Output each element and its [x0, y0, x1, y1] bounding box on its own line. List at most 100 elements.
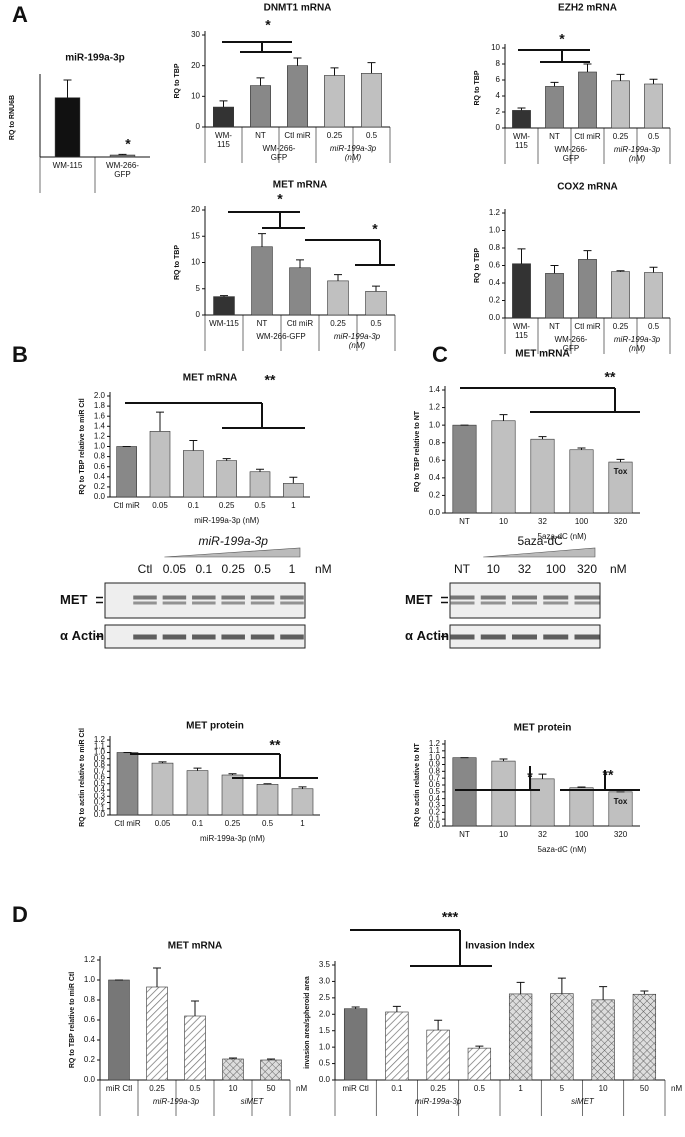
- error-bar: [517, 107, 526, 111]
- x-tick-label: 0.25: [225, 819, 241, 828]
- y-tick-label: 0.4: [489, 278, 501, 287]
- y-tick-label: 0.6: [94, 773, 106, 782]
- bar: [512, 263, 531, 319]
- significance-bracket: [130, 753, 318, 779]
- significance-mark: *: [559, 31, 565, 47]
- y-tick-label: 0.0: [94, 810, 106, 819]
- chart-title: MET protein: [514, 723, 572, 734]
- x-axis-label: 5aza-dC (nM): [538, 845, 587, 854]
- x-axis-label: miR-199a-3p (nM): [194, 516, 259, 525]
- x-tick-label: 10: [229, 1084, 238, 1093]
- bar: [545, 86, 564, 129]
- group-label: WM-266-GFP: [263, 144, 296, 162]
- x-tick-label: 0.5: [648, 132, 660, 141]
- error-bar: [616, 73, 625, 81]
- error-bar: [156, 411, 164, 432]
- error-bar: [256, 77, 265, 86]
- y-tick-label: 0.6: [429, 455, 441, 464]
- y-axis-label: RQ to actin relative to miR Ctl: [79, 728, 86, 827]
- y-tick-label: 0.2: [429, 807, 441, 816]
- blot-band: [512, 634, 537, 640]
- y-tick-label: 0.8: [489, 243, 501, 252]
- y-tick-label: 0.0: [429, 508, 441, 517]
- blot-band: [162, 601, 187, 605]
- y-tick-label: 1.0: [94, 748, 106, 757]
- x-tick-label: WM-115: [53, 161, 83, 170]
- bar: [632, 993, 657, 1081]
- y-tick-label: 3.0: [319, 977, 331, 986]
- y-tick-label: 1.4: [94, 421, 106, 430]
- blot-band: [221, 595, 245, 600]
- error-bar: [219, 100, 228, 108]
- error-bar: [229, 1057, 237, 1059]
- bar: [530, 438, 555, 514]
- x-tick-label: 0.25: [330, 319, 346, 328]
- bar: [289, 267, 311, 316]
- significance-bracket: [460, 387, 640, 413]
- y-tick-label: 0.0: [94, 492, 106, 501]
- blot-band: [250, 595, 275, 600]
- x-tick-label: 0.5: [262, 819, 274, 828]
- bar: [256, 784, 279, 816]
- y-tick-label: 1.0: [94, 442, 106, 451]
- x-tick-label: 32: [538, 830, 547, 839]
- bar: [578, 259, 597, 319]
- bar: [222, 1058, 244, 1081]
- y-tick-label: 0.0: [429, 821, 441, 830]
- x-tick-label: miR Ctl: [106, 1084, 132, 1093]
- error-bar: [222, 458, 231, 461]
- error-bar: [298, 786, 307, 789]
- bar: [550, 993, 574, 1081]
- y-axis-label: RQ to TBP relative to miR Ctl: [79, 398, 86, 494]
- y-tick-label: 2.5: [319, 993, 331, 1002]
- x-tick-label: NT: [549, 322, 560, 331]
- y-tick-label: 0.8: [94, 760, 106, 769]
- y-tick-label: 6: [496, 75, 501, 84]
- blot-band: [543, 595, 569, 600]
- lane-label: 32: [518, 562, 532, 576]
- x-tick-label: Ctl miR: [114, 819, 140, 828]
- bar: [260, 1059, 282, 1081]
- bar: [109, 154, 136, 158]
- x-tick-label: 10: [499, 517, 508, 526]
- error-bar: [256, 468, 264, 472]
- bar: [365, 291, 387, 316]
- significance-bracket: [455, 766, 640, 791]
- y-tick-label: 0.7: [94, 766, 106, 775]
- bar: [149, 431, 171, 498]
- error-bar: [228, 773, 237, 775]
- y-tick-label: 0.3: [429, 801, 441, 810]
- bar: [512, 110, 531, 129]
- bar: [644, 272, 663, 319]
- x-tick-label: 32: [538, 517, 547, 526]
- y-tick-label: 1.2: [429, 403, 441, 412]
- blot-band: [250, 634, 275, 640]
- error-bar: [499, 414, 508, 421]
- x-tick-label: 0.1: [192, 819, 204, 828]
- error-bar: [616, 270, 625, 272]
- group-label: miR-199a-3p: [153, 1097, 200, 1106]
- bar: [151, 762, 174, 816]
- group-label: WM-266-GFP: [555, 335, 588, 353]
- blot-band: [449, 634, 475, 640]
- error-bar: [516, 981, 525, 994]
- y-tick-label: 0.0: [319, 1075, 331, 1084]
- y-tick-label: 0.6: [489, 261, 501, 270]
- x-tick-label: NT: [549, 132, 560, 141]
- blot-box: [449, 582, 601, 619]
- y-tick-label: 1.2: [94, 735, 106, 744]
- x-tick-label: 0.05: [152, 501, 168, 510]
- y-axis-label: RQ to TBP: [474, 248, 481, 283]
- x-tick-label: WM-115: [513, 132, 530, 150]
- x-tick-label: Ctl miR: [574, 132, 600, 141]
- x-tick-label: 0.25: [613, 322, 629, 331]
- bar: [591, 999, 615, 1081]
- blot-band: [133, 634, 157, 640]
- y-tick-label: 0.5: [429, 787, 441, 796]
- y-tick-label: 0.7: [429, 773, 441, 782]
- x-tick-label: WM-115: [513, 322, 530, 340]
- blot-band: [449, 595, 475, 600]
- bar: [644, 83, 663, 129]
- y-tick-label: 0.2: [429, 491, 441, 500]
- blot-band: [543, 601, 569, 605]
